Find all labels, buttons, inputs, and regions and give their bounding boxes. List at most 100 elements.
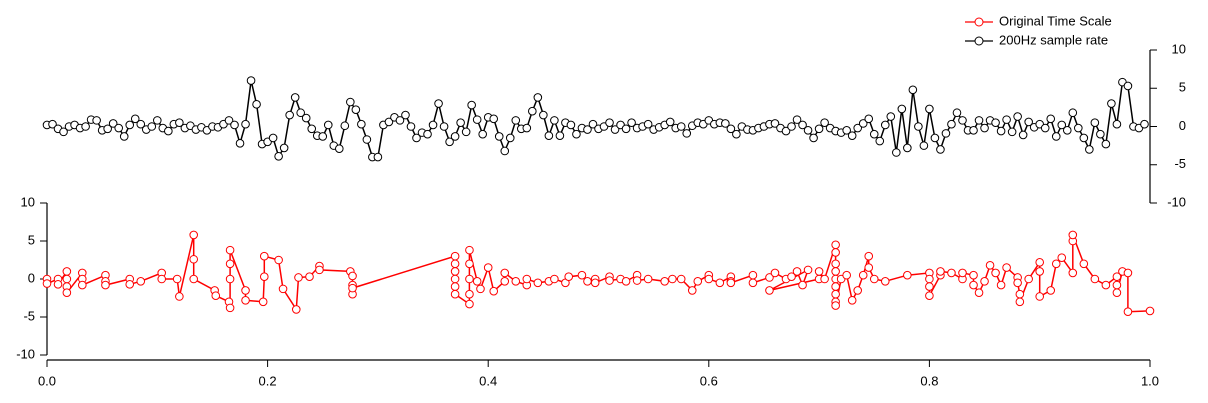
data-point (225, 259, 235, 269)
data-point (476, 284, 485, 294)
data-point (985, 261, 995, 270)
data-point (130, 114, 140, 124)
data-point (947, 119, 956, 129)
data-point (301, 113, 311, 123)
data-point (467, 100, 476, 110)
data-point (1057, 120, 1067, 130)
data-point (274, 152, 283, 161)
data-point (974, 288, 984, 297)
data-point (544, 131, 554, 140)
data-point (1051, 132, 1061, 141)
legend-label: 200Hz sample rate (999, 32, 1108, 47)
data-point (450, 132, 460, 141)
data-point (991, 118, 1000, 127)
data-point (704, 274, 714, 284)
data-point (500, 268, 510, 278)
data-point (632, 276, 642, 285)
data-point (1046, 114, 1056, 124)
data-point (465, 299, 474, 309)
data-point (533, 93, 543, 102)
data-point (886, 112, 896, 121)
data-point (583, 276, 592, 286)
data-point (472, 276, 482, 286)
data-point (290, 93, 300, 102)
data-point (550, 116, 559, 125)
data-point (494, 132, 504, 141)
data-point (119, 132, 129, 141)
data-point (465, 259, 474, 269)
data-point (77, 280, 87, 290)
data-point (1018, 130, 1028, 140)
data-point (842, 270, 851, 280)
data-point (903, 270, 912, 280)
data-point (996, 280, 1006, 290)
data-point (136, 119, 146, 129)
data-point (770, 268, 780, 278)
data-point (892, 148, 901, 157)
x-tick-label: 0.8 (920, 373, 938, 388)
data-point (583, 125, 592, 134)
y-tick-label: 0 (28, 270, 35, 285)
legend-marker (974, 36, 984, 46)
data-point (842, 126, 851, 135)
data-point (241, 295, 250, 305)
data-point (175, 118, 184, 127)
data-point (869, 129, 879, 139)
data-point (351, 105, 361, 114)
data-point (108, 119, 118, 128)
data-point (1015, 297, 1025, 307)
data-point (930, 133, 940, 143)
data-point (566, 120, 576, 130)
data-point (1035, 267, 1044, 276)
data-point (62, 274, 72, 284)
data-point (406, 122, 416, 131)
data-point (1068, 230, 1078, 240)
data-point (974, 116, 984, 125)
data-point (1090, 274, 1100, 284)
data-point (1085, 145, 1094, 154)
data-point (880, 120, 890, 130)
data-point (748, 270, 758, 280)
data-point (1002, 263, 1011, 272)
data-point (936, 145, 945, 154)
data-point (590, 278, 600, 288)
data-point (125, 280, 135, 289)
data-point (522, 123, 532, 133)
legend-marker (974, 17, 984, 27)
data-point (48, 119, 57, 129)
legend-label: Original Time Scale (999, 13, 1112, 28)
data-point (1040, 123, 1050, 133)
data-point (1007, 127, 1017, 137)
data-point (103, 124, 112, 134)
data-point (847, 295, 857, 305)
data-point (1057, 253, 1067, 263)
data-point (1068, 268, 1078, 278)
data-point (1101, 139, 1111, 149)
x-tick-label: 0.2 (259, 373, 277, 388)
data-point (472, 115, 482, 124)
data-point (1079, 133, 1089, 143)
data-point (478, 129, 487, 139)
data-point (715, 278, 725, 288)
data-point (189, 254, 198, 264)
data-point (864, 251, 874, 261)
data-point (798, 120, 807, 130)
data-point (676, 274, 686, 284)
data-point (831, 289, 840, 299)
data-point (505, 133, 515, 143)
data-point (869, 274, 879, 284)
data-point (62, 288, 72, 297)
data-point (605, 276, 614, 285)
x-tick-label: 0.0 (38, 373, 56, 388)
data-point (259, 251, 269, 261)
data-point (1024, 274, 1033, 284)
data-point (211, 291, 221, 301)
data-point (456, 118, 465, 127)
data-point (62, 267, 72, 276)
data-point (489, 286, 499, 296)
data-point (969, 280, 978, 290)
data-point (225, 245, 235, 255)
x-tick-label: 0.4 (479, 373, 497, 388)
data-point (1068, 108, 1078, 118)
data-point (511, 116, 521, 125)
